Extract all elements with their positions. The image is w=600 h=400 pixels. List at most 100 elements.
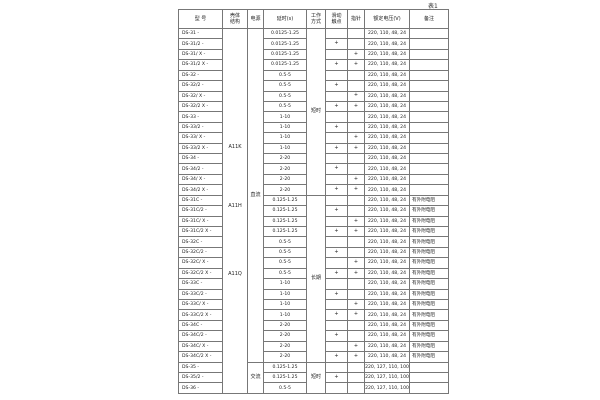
- cell-rated-voltage: 220, 110, 48, 24: [364, 236, 410, 248]
- cell-rated-voltage: 220, 110, 48, 24: [364, 90, 410, 102]
- pointer-mark: +: [353, 259, 359, 266]
- pointer-mark: +: [353, 144, 359, 151]
- cell-pointer: [347, 80, 365, 92]
- cell-model: DS-32 -: [178, 69, 223, 82]
- cell-rated-voltage: 220, 110, 48, 24: [364, 225, 410, 238]
- cell-slide-contact: [325, 173, 348, 186]
- pointer-mark: +: [353, 175, 359, 182]
- cell-model: DS-31/ X -: [178, 48, 223, 61]
- case-structure-label: A11K: [228, 144, 242, 150]
- cell-model: DS-32/2 -: [178, 80, 223, 92]
- cell-rated-voltage: 220, 110, 48, 24: [364, 309, 410, 321]
- cell-rated-voltage: 220, 110, 48, 24: [364, 351, 410, 363]
- cell-rated-voltage: 220, 127, 110, 100: [364, 361, 410, 373]
- col-header-delay: 延时(s): [263, 9, 307, 29]
- cell-rated-voltage: 220, 110, 48, 24: [364, 215, 410, 228]
- cell-remark: [409, 184, 449, 196]
- table-row: DS-34C/ X - 2-20 +220, 110, 48, 24 有外附电阻: [178, 340, 449, 353]
- cell-model: DS-34C -: [178, 319, 223, 332]
- cell-slide-contact: +: [325, 100, 348, 113]
- cell-delay-range: 2-20: [263, 330, 307, 342]
- table-row: DS-36 - 0.5-5 220, 127, 110, 100: [178, 382, 449, 394]
- cell-delay-range: 0.5-5: [263, 80, 307, 92]
- slide-contact-mark: +: [334, 311, 339, 318]
- col-header-model: 型 号: [178, 9, 223, 29]
- cell-delay-range: 0.5-5: [263, 267, 307, 280]
- table-row: DS-32/2 X - 0.5-5 + +220, 110, 48, 24: [178, 100, 449, 113]
- col-header-remark: 备注: [409, 9, 449, 29]
- cell-slide-contact: [325, 340, 348, 353]
- cell-pointer: +: [347, 59, 365, 71]
- pointer-mark: +: [353, 50, 359, 57]
- cell-model: DS-34/ X -: [178, 173, 223, 186]
- cell-rated-voltage: 220, 110, 48, 24: [364, 330, 410, 342]
- cell-rated-voltage: 220, 110, 48, 24: [364, 121, 410, 134]
- cell-slide-contact: +: [325, 371, 348, 384]
- pointer-mark: +: [353, 300, 359, 307]
- slide-contact-mark: +: [334, 207, 339, 214]
- cell-delay-range: 0.0125-1.25: [263, 38, 307, 50]
- cell-slide-contact: [325, 111, 348, 123]
- col-header-case: 壳体 结构: [222, 9, 248, 29]
- cell-delay-range: 0.125-1.25: [263, 225, 307, 238]
- pointer-mark: +: [353, 134, 359, 141]
- cell-slide-contact: +: [325, 184, 348, 196]
- cell-pointer: [347, 288, 365, 300]
- cell-remark: 有外附电阻: [409, 288, 449, 300]
- cell-rated-voltage: 220, 110, 48, 24: [364, 153, 410, 165]
- cell-slide-contact: [325, 236, 348, 248]
- cell-power-source: 直流: [247, 28, 264, 363]
- table-row: DS-33C/ X - 1-10 +220, 110, 48, 24 有外附电阻: [178, 298, 449, 311]
- cell-rated-voltage: 220, 110, 48, 24: [364, 257, 410, 269]
- cell-remark: [409, 100, 449, 113]
- cell-slide-contact: +: [325, 80, 348, 92]
- slide-contact-mark: +: [334, 353, 339, 360]
- slide-contact-mark: +: [334, 144, 339, 151]
- cell-rated-voltage: 220, 110, 48, 24: [364, 173, 410, 186]
- cell-delay-range: 0.0125-1.25: [263, 48, 307, 61]
- cell-model: DS-33C/ X -: [178, 298, 223, 311]
- cell-slide-contact: [325, 48, 348, 61]
- cell-pointer: [347, 382, 365, 394]
- cell-remark: [409, 153, 449, 165]
- cell-pointer: [347, 111, 365, 123]
- cell-rated-voltage: 220, 110, 48, 24: [364, 38, 410, 50]
- cell-pointer: +: [347, 48, 365, 61]
- table-row: DS-32C/ X - 0.5-5 +220, 110, 48, 24 有外附电阻: [178, 257, 449, 269]
- cell-model: DS-31/2 -: [178, 38, 223, 50]
- slide-contact-mark: +: [334, 373, 339, 380]
- col-header-work-mode: 工作 方式: [306, 9, 326, 29]
- cell-remark: 有外附电阻: [409, 351, 449, 363]
- pointer-mark: +: [353, 92, 359, 99]
- cell-pointer: [347, 38, 365, 50]
- cell-remark: [409, 121, 449, 134]
- pointer-mark: +: [353, 353, 359, 360]
- cell-rated-voltage: 220, 110, 48, 24: [364, 278, 410, 290]
- col-header-voltage: 额定电压(V): [364, 9, 410, 29]
- cell-delay-range: 0.5-5: [263, 382, 307, 394]
- cell-rated-voltage: 220, 110, 48, 24: [364, 184, 410, 196]
- cell-slide-contact: [325, 215, 348, 228]
- cell-power-source: 交流: [247, 361, 264, 394]
- cell-pointer: +: [347, 225, 365, 238]
- cell-work-mode: 长期: [306, 194, 326, 363]
- cell-model: DS-36 -: [178, 382, 223, 394]
- slide-contact-mark: +: [334, 82, 339, 89]
- cell-model: DS-34C/2 X -: [178, 351, 223, 363]
- table-header: 型 号壳体 结构 电源 延时(s) 工作 方式 滑动 触点 指针 额定电压(V) 备注: [178, 9, 449, 29]
- cell-remark: 有外附电阻: [409, 278, 449, 290]
- cell-remark: 有外附电阻: [409, 309, 449, 321]
- cell-slide-contact: +: [325, 142, 348, 155]
- table-row: DS-31 - A11K A11H A11Q 直流 0.0125-1.25 短时 220, 1…: [178, 27, 449, 394]
- cell-rated-voltage: 220, 110, 48, 24: [364, 111, 410, 123]
- cell-pointer: [347, 278, 365, 290]
- cell-slide-contact: +: [325, 288, 348, 300]
- slide-contact-mark: +: [334, 123, 339, 130]
- cell-rated-voltage: 220, 110, 48, 24: [364, 80, 410, 92]
- case-structure-label: A11H: [228, 203, 242, 209]
- cell-delay-range: 0.5-5: [263, 90, 307, 102]
- cell-remark: 有外附电阻: [409, 225, 449, 238]
- header-row: 型 号壳体 结构 电源 延时(s) 工作 方式 滑动 触点 指针 额定电压(V) 备注: [178, 9, 449, 29]
- cell-delay-range: 0.125-1.25: [263, 361, 307, 373]
